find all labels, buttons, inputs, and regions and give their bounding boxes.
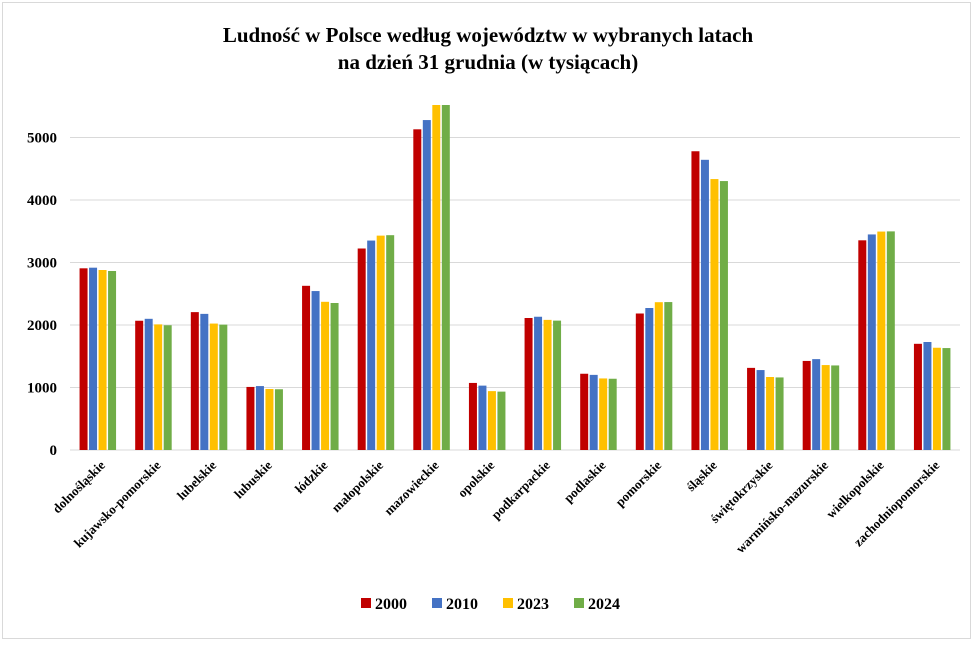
bar-2010 [534,316,543,450]
bar-2024 [163,325,172,450]
legend-label-2023: 2023 [517,596,549,613]
legend-swatch-2000 [361,598,371,608]
bar-2023 [376,235,385,450]
bar-2000 [635,313,644,450]
bar-2000 [913,343,922,450]
bar-2024 [274,389,283,450]
y-axis: 0 1000 2000 3000 4000 5000 [27,131,57,460]
bar-2024 [386,235,395,450]
x-tick-label: śląskie [683,457,720,494]
bar-2000 [79,268,88,450]
x-tick-label: łódzkie [292,457,331,496]
legend-label-2010: 2010 [446,596,478,613]
legend-swatch-2010 [432,598,442,608]
bar-2000 [413,129,422,450]
bar-2010 [367,240,376,450]
bar-2000 [580,373,589,450]
bar-2023 [265,389,274,450]
bar-2023 [932,347,941,450]
bar-2024 [497,391,506,450]
bar-2000 [135,320,144,450]
bar-2010 [812,359,821,450]
x-tick-label: dolnośląskie [49,457,108,516]
bar-2010 [867,234,876,450]
legend-swatch-2023 [503,598,513,608]
gridlines [70,137,960,451]
legend-label-2000: 2000 [375,596,407,613]
bar-2010 [700,159,709,450]
bar-2023 [432,105,441,450]
bar-2023 [599,378,608,450]
x-tick-label: pomorskie [612,457,664,509]
bar-2010 [255,386,264,450]
bar-2000 [802,360,811,450]
bar-2000 [691,151,700,450]
bar-2010 [144,318,153,450]
x-tick-label: podlaskie [561,457,609,505]
bar-2023 [766,377,775,450]
x-tick-label: podkarpackie [488,457,553,522]
y-tick-label: 1000 [27,381,57,397]
bar-2000 [858,240,867,450]
bar-2023 [710,179,719,450]
y-tick-label: 3000 [27,256,57,272]
bar-2010 [478,385,487,450]
bar-2000 [747,367,756,450]
bar-2023 [543,319,552,450]
bar-2024 [608,378,617,450]
y-tick-label: 5000 [27,131,57,147]
bar-2000 [524,318,533,450]
legend-label-2024: 2024 [588,596,620,613]
bar-2024 [441,105,450,450]
y-tick-label: 4000 [27,193,57,209]
bar-2024 [108,271,117,450]
legend-swatch-2024 [574,598,584,608]
bar-2024 [553,320,562,450]
bar-2023 [321,301,330,450]
x-tick-label: warmińsko-mazurskie [733,457,832,556]
bar-2024 [831,365,840,450]
bar-2010 [422,120,431,450]
bar-2000 [190,312,199,450]
x-tick-label: małopolskie [328,457,386,515]
bar-2023 [654,302,663,450]
bar-2023 [98,270,107,450]
bar-2024 [664,302,673,450]
bar-2000 [302,285,311,450]
x-tick-label: lubuskie [231,457,275,501]
x-tick-label: mazowieckie [381,457,442,518]
bar-2024 [719,181,728,450]
bar-2023 [877,231,886,450]
y-tick-label: 2000 [27,318,57,334]
bar-2023 [821,365,830,450]
bar-2023 [154,324,163,450]
bar-2024 [330,303,339,450]
x-tick-label: lubelskie [174,457,220,503]
bar-2024 [219,324,228,450]
bar-2010 [200,313,209,450]
bar-2024 [886,231,895,450]
bar-2000 [246,386,255,450]
bar-2024 [942,348,951,450]
bar-2023 [209,323,218,450]
x-tick-label: opolskie [455,457,498,500]
chart-title: Ludność w Polsce według województw w wyb… [223,23,754,47]
bar-2023 [487,391,496,450]
bar-2024 [775,377,784,450]
bar-2010 [589,374,598,450]
bar-2010 [645,308,654,450]
bar-2010 [756,370,765,450]
bars [79,105,951,450]
bar-2000 [468,382,477,450]
legend: 2000 2010 2023 2024 [361,596,620,613]
bar-2000 [357,248,366,450]
bar-2010 [89,267,98,450]
bar-2010 [923,342,932,450]
chart-subtitle: na dzień 31 grudnia (w tysiącach) [338,50,638,74]
bar-2010 [311,291,320,450]
y-tick-label: 0 [50,443,58,459]
